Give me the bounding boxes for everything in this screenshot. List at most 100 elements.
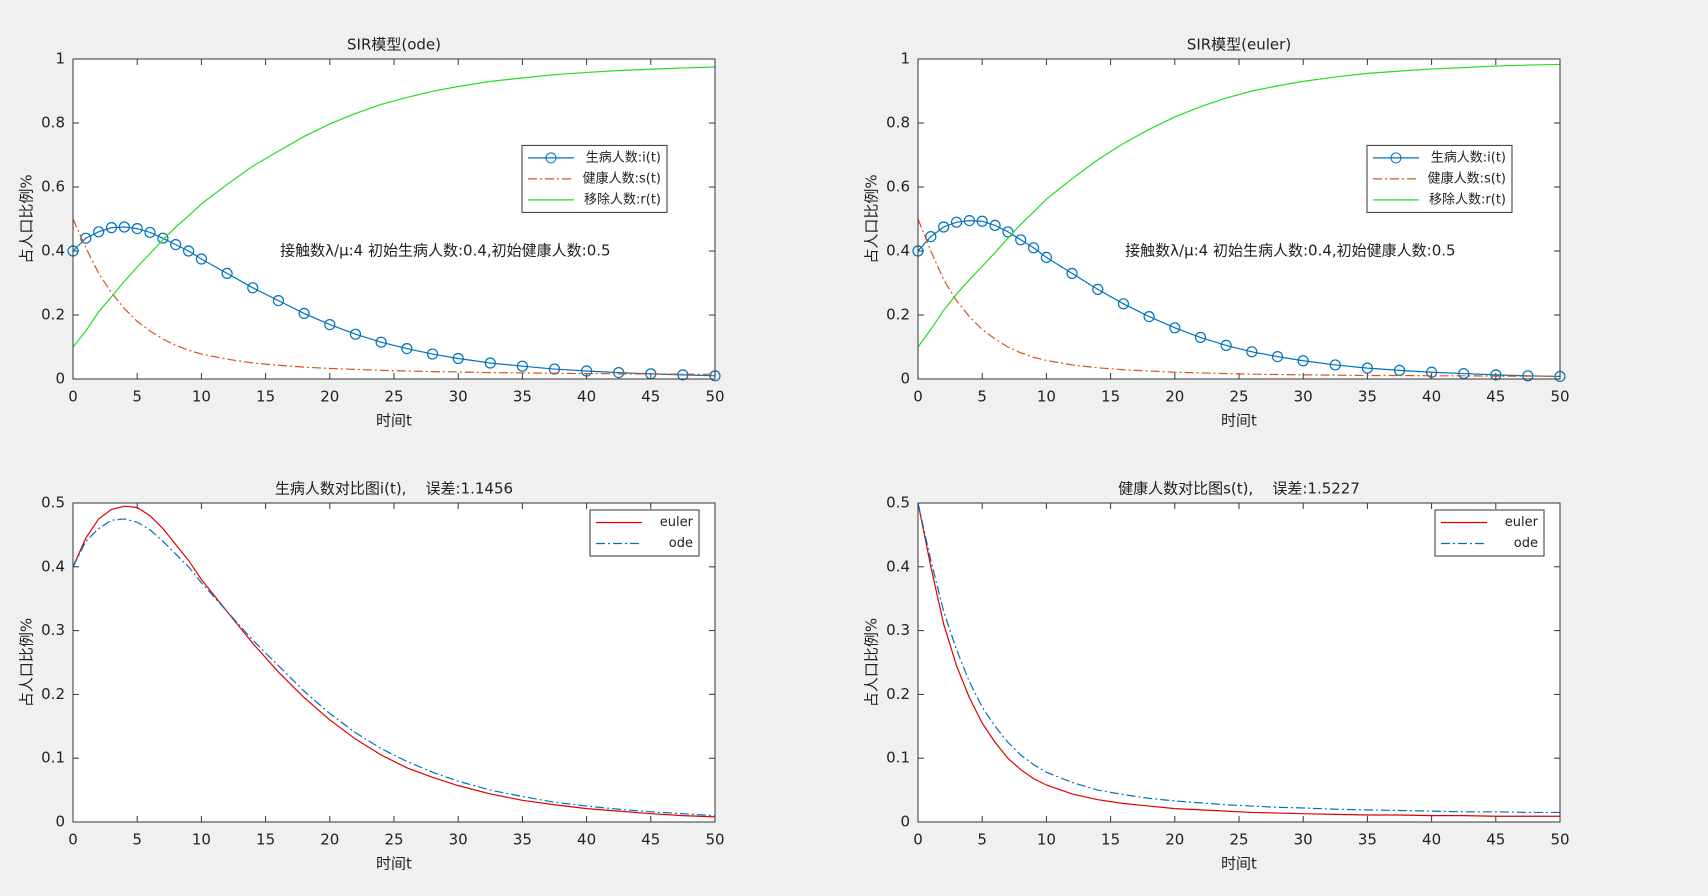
x-tick-label: 40 [577,388,596,406]
point [1040,251,1053,263]
point [976,215,988,227]
legend-label: euler [1505,515,1539,530]
legend-label: 生病人数:i(t) [1431,150,1506,165]
plot-area [918,59,1560,379]
point [1490,369,1502,381]
axes-box [917,502,1561,823]
point [1297,355,1309,367]
point [548,363,561,375]
legend-box [1434,509,1545,557]
point [221,267,233,279]
y-tick-label: 0 [55,370,65,388]
x-tick-label: 50 [705,388,724,406]
legend-label: 移除人数:r(t) [584,192,661,207]
x-tick-label: 0 [68,388,78,406]
point [938,221,950,233]
point [247,282,259,294]
x-tick-label: 15 [256,831,275,849]
point [1220,339,1232,351]
x-tick-label: 10 [192,831,211,849]
x-tick-label: 15 [1101,388,1120,406]
y-tick-label: 1 [900,50,910,68]
legend-label: euler [660,515,694,530]
y-tick-label: 0.2 [886,685,910,703]
x-tick-label: 30 [449,831,468,849]
x-tick-label: 25 [384,388,403,406]
legend-marker [1390,152,1402,164]
x-tick-label: 0 [913,388,923,406]
y-tick-label: 0 [55,813,65,831]
axes-box [72,502,716,823]
legend-label: 生病人数:i(t) [586,150,661,165]
series-line [72,505,716,818]
legend: 生病人数:i(t) 健康人数:s(t) 移除人数:r(t) [521,144,668,213]
point [1002,226,1014,238]
x-tick-label: 40 [1422,831,1441,849]
x-tick-label: 15 [1101,831,1120,849]
x-axis-label: 时间t [376,412,412,430]
point [324,319,336,331]
x-tick-label: 50 [1550,388,1569,406]
x-tick-label: 45 [1486,831,1505,849]
point [1117,298,1130,310]
point [1361,362,1374,374]
x-tick-label: 25 [1229,831,1248,849]
x-tick-label: 35 [1358,831,1377,849]
point [1066,267,1078,279]
series-line [72,218,715,375]
legend-label: 健康人数:s(t) [1428,170,1506,186]
point [1246,346,1258,358]
x-tick-label: 50 [705,831,724,849]
x-tick-label: 5 [977,388,987,406]
y-tick-label: 1 [55,50,65,68]
series-line [917,219,1561,378]
y-tick-label: 0.1 [41,749,65,767]
chart-title: SIR模型(ode) [347,36,441,54]
chart-title: SIR模型(euler) [1187,36,1291,54]
point [516,360,529,372]
point [1143,311,1155,323]
x-axis-label: 时间t [1221,412,1257,430]
point [1194,331,1207,343]
point [580,365,593,377]
y-tick-label: 0.3 [41,621,65,639]
legend: euler ode [589,509,700,557]
series-line [917,502,1560,814]
chart-title: 生病人数对比图i(t), 误差:1.1456 [275,480,513,498]
x-tick-label: 35 [513,831,532,849]
y-axis-label: 占人口比例% [863,618,881,707]
x-tick-label: 45 [1486,388,1505,406]
annotation: 接触数λ/μ:4 初始生病人数:0.4,初始健康人数:0.5 [280,242,610,260]
point [1425,366,1438,378]
point [182,245,195,257]
legend: euler ode [1434,509,1545,557]
point [426,348,439,360]
y-tick-label: 0.5 [41,494,65,512]
plot-area [73,59,715,379]
chart-title: 健康人数对比图s(t), 误差:1.5227 [1118,480,1360,498]
point [1015,234,1027,246]
legend-label: 健康人数:s(t) [583,170,661,186]
point [452,352,464,365]
point [105,222,118,234]
point [950,216,963,228]
x-tick-label: 40 [1422,388,1441,406]
x-tick-label: 10 [1037,831,1056,849]
legend-marker [545,152,557,164]
point [93,226,105,238]
series-line [917,502,1560,817]
y-tick-label: 0.3 [886,621,910,639]
y-tick-label: 0.2 [886,306,910,324]
y-tick-label: 0.8 [41,114,65,132]
legend-label: ode [669,536,693,551]
x-tick-label: 0 [913,831,923,849]
x-tick-label: 10 [192,388,211,406]
y-tick-label: 0.5 [886,494,910,512]
y-tick-label: 0.6 [886,178,910,196]
legend: 生病人数:i(t) 健康人数:s(t) 移除人数:r(t) [1366,144,1513,213]
x-tick-label: 25 [1229,388,1248,406]
y-axis-label: 占人口比例% [18,618,36,707]
x-tick-label: 20 [320,831,339,849]
series-line [917,218,1560,377]
